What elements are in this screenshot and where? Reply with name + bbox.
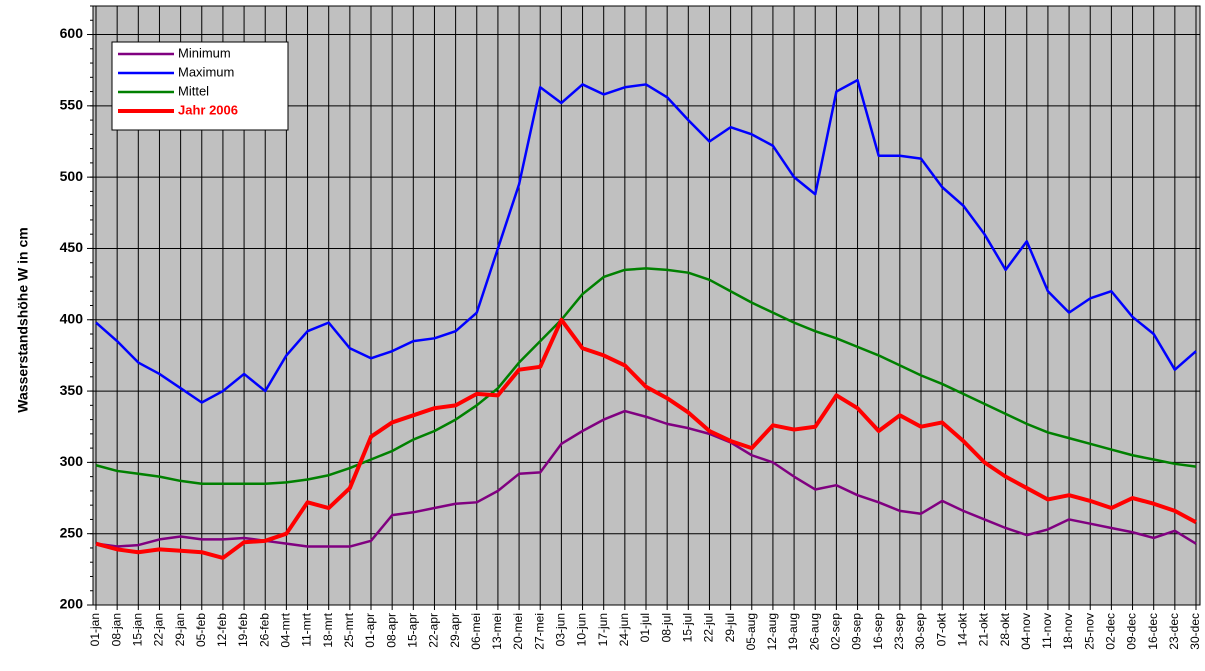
line-series [95,78,1197,404]
x-tick-label: 24-jun [617,613,631,646]
x-tick-label: 30-sep [913,613,927,650]
legend-label: Mittel [178,83,209,98]
x-tick-label: 28-okt [998,612,1012,646]
legend-label: Maximum [178,64,234,79]
x-tick-label: 16-dec [1146,613,1160,650]
x-tick-label: 15-jan [130,613,144,646]
x-tick-label: 22-jul [702,613,716,642]
x-tick-label: 19-aug [786,613,800,650]
line-series [95,317,1197,560]
x-tick-label: 11-nov [1040,613,1054,649]
x-tick-label: 01-jul [638,613,652,642]
x-tick-label: 02-dec [1104,613,1118,650]
y-tick-label: 200 [60,596,84,612]
x-tick-label: 25-mrt [342,612,356,647]
x-tick-label: 12-aug [765,613,779,650]
x-tick-label: 01-jan [88,613,102,646]
x-tick-label: 26-aug [807,613,821,650]
x-tick-label: 07-okt [934,612,948,646]
x-tick-label: 11-mrt [300,612,314,646]
x-tick-label: 05-aug [744,613,758,650]
x-tick-label: 12-feb [215,613,229,647]
x-tick-label: 29-apr [448,613,462,648]
y-tick-label: 250 [60,524,84,540]
x-tick-label: 18-nov [1061,613,1075,650]
x-tick-label: 08-jan [109,613,123,646]
x-tick-label: 17-jun [596,613,610,646]
legend: Minimum Maximum Mittel Jahr 2006 [111,41,289,131]
x-tick-label: 08-jul [659,613,673,642]
x-tick-label: 15-jul [680,613,694,642]
line-series [95,409,1197,548]
x-tick-label: 14-okt [955,612,969,646]
x-tick-label: 05-feb [194,613,208,647]
x-tick-label: 04-mrt [279,612,293,647]
y-tick-label: 300 [60,453,84,469]
legend-label: Jahr 2006 [178,102,238,117]
x-tick-label: 10-jun [575,613,589,646]
x-tick-label: 27-mei [532,613,546,650]
x-tick-label: 09-sep [850,613,864,650]
x-tick-label: 20-mei [511,613,525,650]
x-tick-label: 15-apr [405,613,419,648]
x-tick-label: 06-mei [469,613,483,650]
x-tick-label: 18-mrt [321,612,335,647]
x-tick-label: 23-sep [892,613,906,650]
x-tick-label: 02-sep [829,613,843,650]
x-tick-label: 29-jan [173,613,187,646]
y-tick-label: 450 [60,239,84,255]
y-tick-label: 550 [60,97,84,113]
x-tick-label: 23-dec [1167,613,1181,650]
x-tick-label: 22-apr [427,613,441,648]
y-tick-label: 500 [60,168,84,184]
x-tick-label: 22-jan [152,613,166,646]
y-tick-label: 400 [60,310,84,326]
x-tick-label: 08-apr [384,613,398,648]
x-tick-label: 09-dec [1125,613,1139,650]
x-tick-label: 01-apr [363,613,377,648]
x-tick-label: 30-dec [1188,613,1202,650]
x-tick-label: 25-nov [1082,613,1096,650]
x-tick-label: 13-mei [490,613,504,650]
y-tick-label: 600 [60,25,84,41]
y-tick-label: 350 [60,382,84,398]
legend-label: Minimum [178,45,231,60]
x-tick-label: 29-jul [723,613,737,642]
y-axis-label: Wasserstandshöhe W in cm [15,227,31,412]
x-tick-label: 16-sep [871,613,885,650]
x-tick-label: 04-nov [1019,613,1033,650]
x-tick-label: 21-okt [977,612,991,646]
line-series [95,267,1197,486]
x-tick-label: 19-feb [236,613,250,647]
x-tick-label: 03-jun [554,613,568,646]
x-tick-label: 26-feb [257,613,271,647]
legend-box [111,41,289,131]
